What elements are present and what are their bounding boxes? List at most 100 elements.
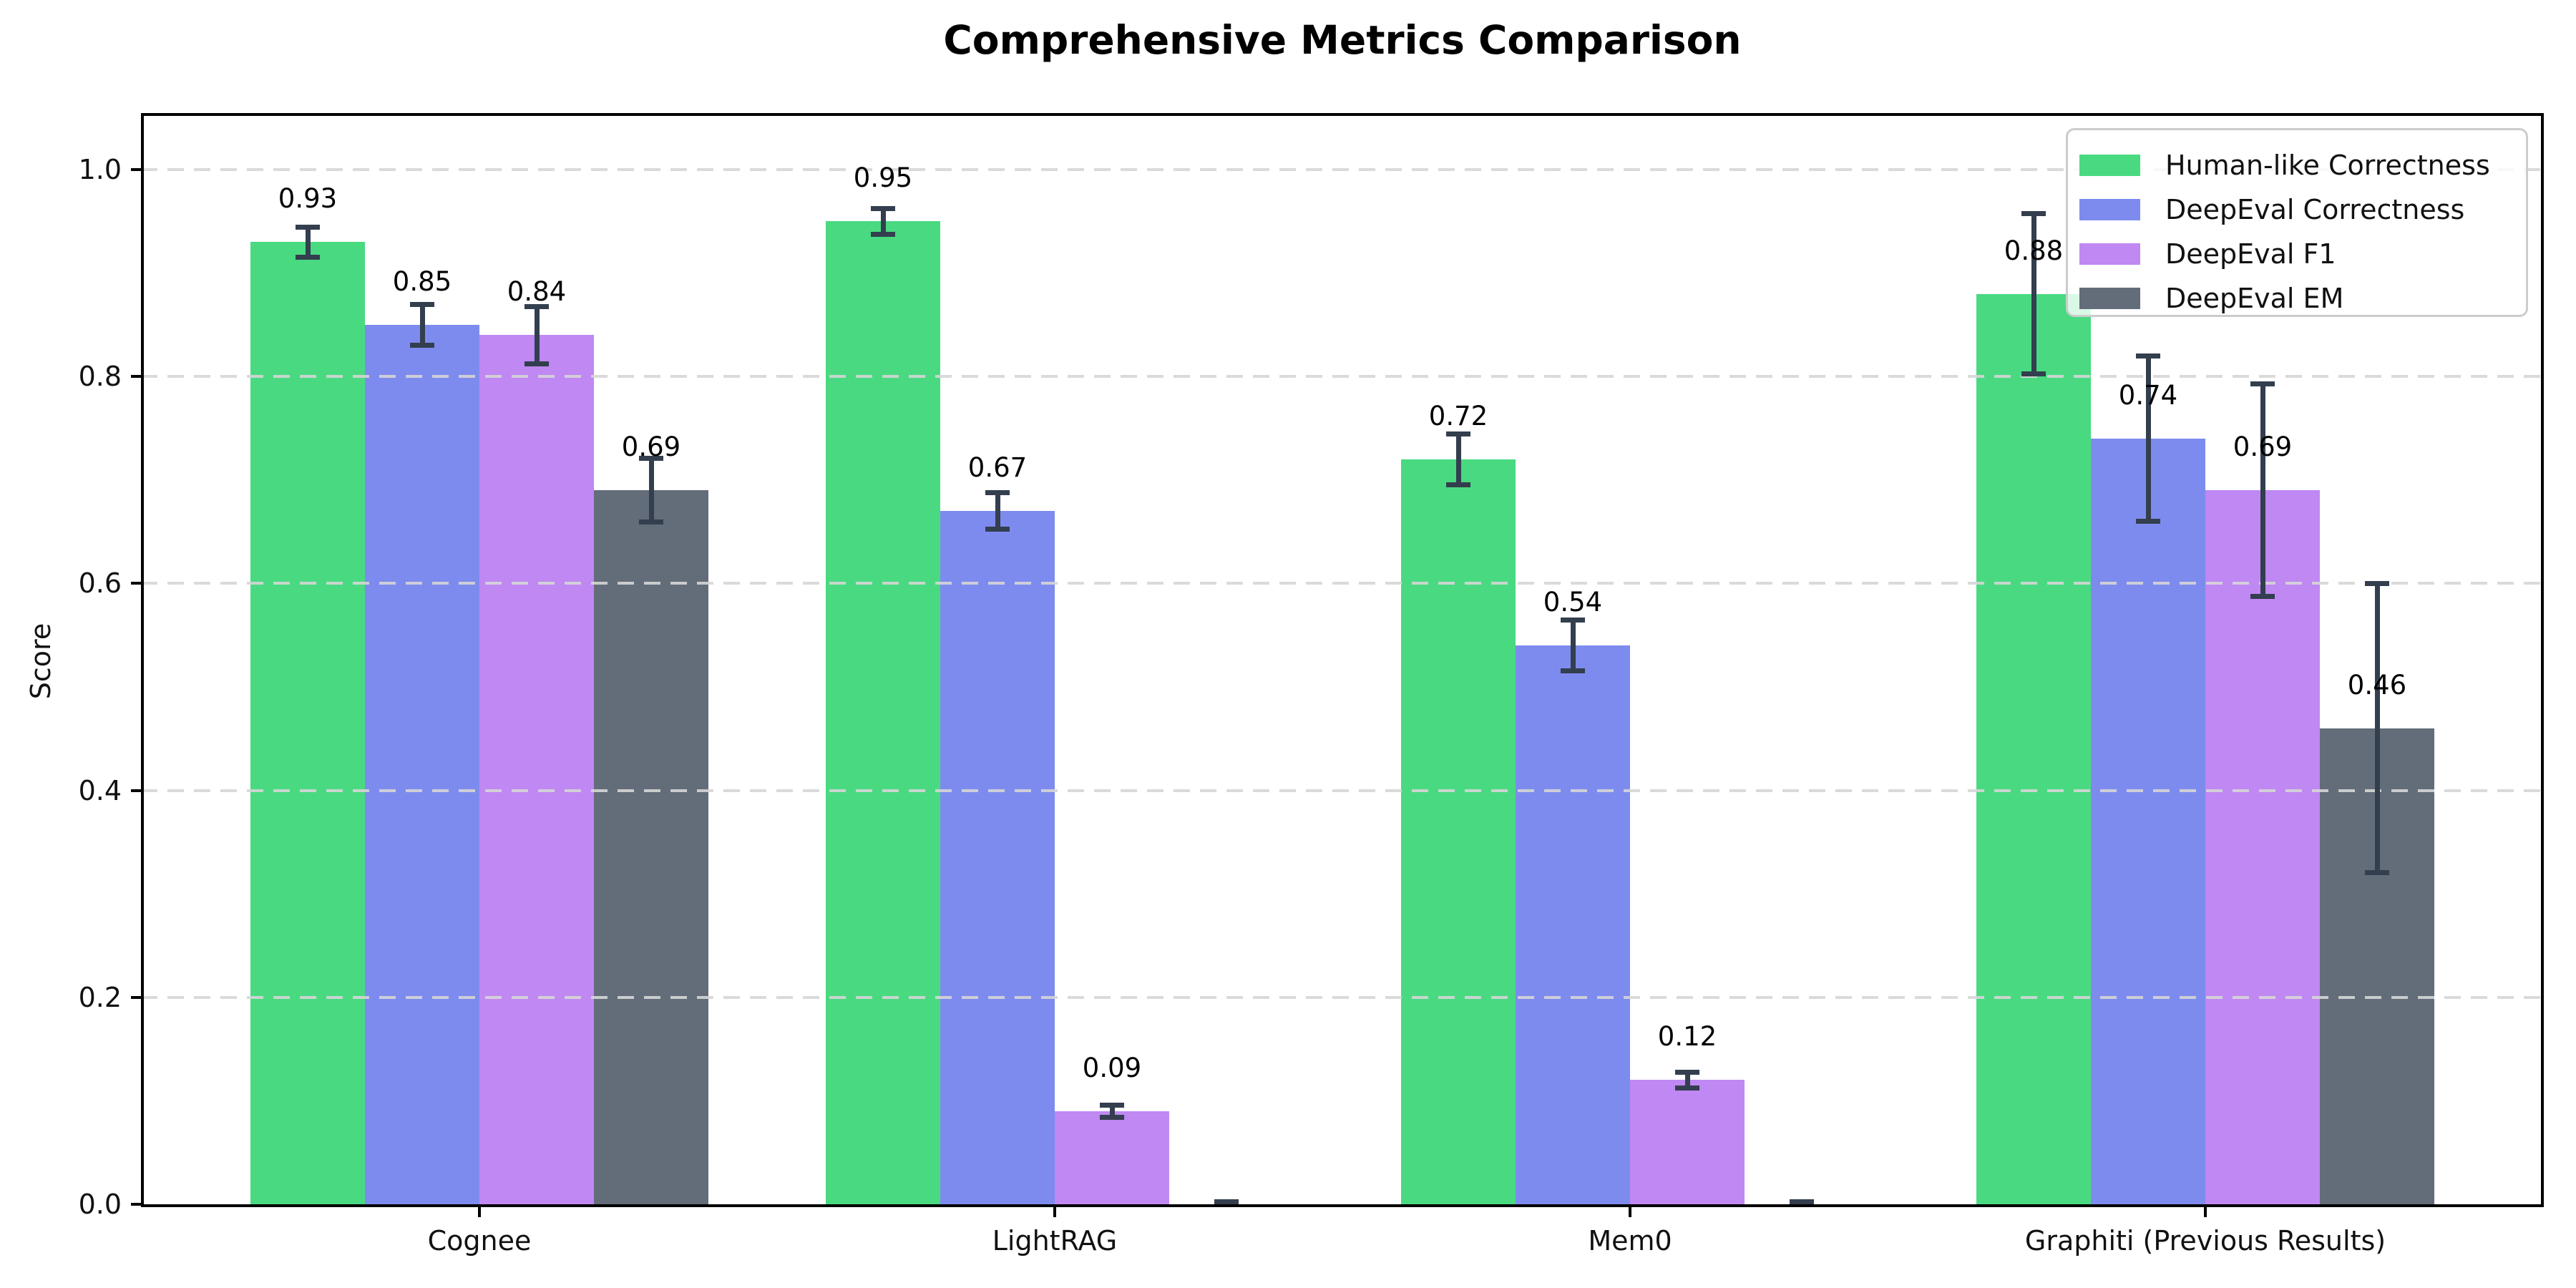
legend-swatch-icon — [2079, 199, 2140, 220]
error-bar — [1684, 1071, 1690, 1089]
error-bar-cap-bottom — [985, 527, 1010, 532]
error-bar — [2374, 583, 2380, 874]
bar-value-label: 0.46 — [2347, 669, 2407, 701]
x-tick — [1053, 1207, 1056, 1217]
bar-value-label: 0.84 — [507, 276, 567, 308]
error-bar-cap-top — [1446, 431, 1470, 436]
error-bar-cap-top — [525, 303, 549, 309]
error-bar — [995, 492, 1000, 530]
bar-value-label: 0.95 — [853, 162, 913, 194]
x-tick-label: Cognee — [427, 1225, 532, 1257]
error-bar-cap-bottom — [2250, 594, 2275, 600]
y-tick-label: 0.4 — [78, 774, 122, 806]
error-bar-cap-top — [2136, 353, 2160, 359]
y-tick-label: 0.0 — [78, 1189, 122, 1220]
error-bar — [419, 303, 425, 346]
gridline-y0.6 — [141, 582, 2544, 585]
error-bar-cap-top — [639, 456, 663, 462]
bar-deepeval-f1 — [479, 335, 594, 1206]
error-bar-cap-bottom — [1561, 668, 1585, 674]
y-tick — [131, 789, 141, 792]
bar-value-label: 0.88 — [2004, 235, 2064, 266]
error-bar — [1570, 620, 1576, 672]
x-tick — [478, 1207, 481, 1217]
bar-human-like-correctness — [826, 221, 940, 1206]
bar-value-label: 0.09 — [1082, 1052, 1142, 1083]
legend-label: DeepEval F1 — [2165, 238, 2336, 270]
legend-label: DeepEval EM — [2165, 283, 2344, 314]
error-bar — [534, 306, 540, 364]
error-bar — [305, 226, 311, 258]
y-tick-label: 0.8 — [78, 361, 122, 393]
bar-deepeval-f1 — [1630, 1080, 1745, 1206]
x-tick — [1629, 1207, 1631, 1217]
bar-value-label: 0.85 — [392, 265, 452, 297]
y-tick-label: 0.6 — [78, 567, 122, 600]
x-tick-label: LightRAG — [992, 1225, 1118, 1257]
error-bar-cap-top — [2365, 581, 2389, 587]
bar-value-label: 0.54 — [1543, 587, 1603, 618]
error-bar-cap-top — [1561, 618, 1585, 623]
error-bar-cap-bottom — [2136, 518, 2160, 524]
bar-value-label: 0.72 — [1428, 400, 1488, 431]
gridline-y1.0 — [141, 168, 2544, 171]
error-bar-cap-bottom — [296, 254, 320, 260]
gridline-y0.4 — [141, 789, 2544, 792]
bar-value-label: 0.12 — [1657, 1021, 1717, 1053]
y-tick — [131, 995, 141, 999]
gridline-y0.2 — [141, 995, 2544, 999]
legend-swatch-icon — [2079, 155, 2140, 176]
error-bar-cap-top — [985, 490, 1010, 496]
y-tick — [131, 168, 141, 171]
bar-human-like-correctness — [1401, 459, 1516, 1206]
bar-deepeval-em — [594, 490, 708, 1206]
bar-deepeval-correctness — [365, 324, 479, 1206]
error-bar-cap-bottom — [1446, 482, 1470, 488]
chart-title: Comprehensive Metrics Comparison — [943, 17, 1742, 63]
legend-swatch-icon — [2079, 243, 2140, 265]
error-bar-cap-top — [2021, 210, 2046, 216]
legend-item: DeepEval Correctness — [2068, 187, 2526, 232]
error-bar-cap-bottom — [1100, 1114, 1124, 1120]
bar-value-label: 0.74 — [2118, 379, 2178, 411]
error-bar-cap-top — [871, 205, 895, 211]
x-tick — [2204, 1207, 2207, 1217]
error-bar-cap-bottom — [2365, 870, 2389, 876]
bar-human-like-correctness — [1976, 293, 2091, 1206]
legend-label: DeepEval Correctness — [2165, 194, 2465, 225]
y-tick — [131, 1203, 141, 1206]
bar-value-label: 0.69 — [621, 431, 681, 463]
bar-deepeval-correctness — [940, 511, 1055, 1206]
legend: Human-like Correctness DeepEval Correctne… — [2066, 128, 2528, 317]
y-axis-label: Score — [25, 623, 57, 700]
error-bar — [1455, 433, 1461, 486]
error-bar-cap-top — [1214, 1199, 1239, 1204]
bar-value-label: 0.69 — [2233, 431, 2293, 463]
y-tick-label: 0.2 — [78, 981, 122, 1013]
error-bar-cap-top — [2250, 381, 2275, 387]
gridline-y0.8 — [141, 375, 2544, 379]
legend-label: Human-like Correctness — [2165, 150, 2490, 181]
y-tick-label: 1.0 — [78, 154, 122, 185]
legend-swatch-icon — [2079, 288, 2140, 309]
error-bar-cap-top — [296, 224, 320, 230]
bar-deepeval-f1 — [1055, 1111, 1169, 1206]
error-bar-cap-bottom — [410, 342, 434, 348]
bar-value-label: 0.93 — [278, 183, 338, 215]
error-bar-cap-bottom — [639, 519, 663, 525]
legend-item: DeepEval EM — [2068, 276, 2526, 321]
error-bar — [2260, 384, 2265, 597]
error-bar-cap-top — [1790, 1199, 1814, 1204]
y-tick — [131, 582, 141, 585]
error-bar-cap-bottom — [2021, 371, 2046, 377]
error-bar-cap-top — [410, 301, 434, 307]
bar-deepeval-correctness — [1516, 645, 1630, 1206]
y-tick — [131, 375, 141, 379]
bar-deepeval-f1 — [2205, 490, 2320, 1206]
error-bar-cap-bottom — [871, 232, 895, 238]
error-bar — [2145, 356, 2151, 522]
error-bar-cap-bottom — [1675, 1085, 1699, 1091]
bar-deepeval-correctness — [2091, 438, 2205, 1206]
legend-item: Human-like Correctness — [2068, 143, 2526, 187]
